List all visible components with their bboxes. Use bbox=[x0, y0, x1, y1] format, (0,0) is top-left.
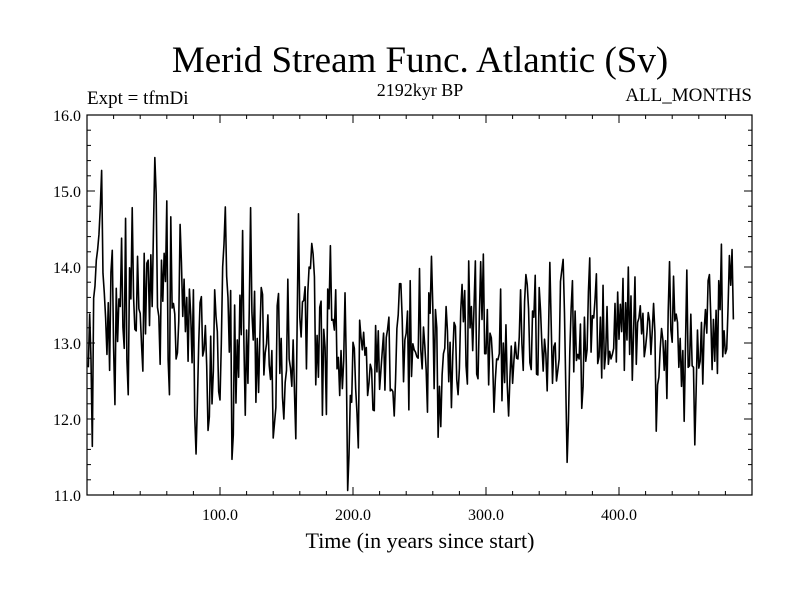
y-tick-label: 14.0 bbox=[53, 260, 81, 277]
x-axis-label: Time (in years since start) bbox=[306, 528, 535, 553]
y-tick-label: 16.0 bbox=[53, 108, 81, 125]
x-tick-label: 200.0 bbox=[335, 507, 371, 524]
x-tick-label: 400.0 bbox=[601, 507, 637, 524]
x-tick-label: 300.0 bbox=[468, 507, 504, 524]
x-tick-label: 100.0 bbox=[202, 507, 238, 524]
chart-title: Merid Stream Func. Atlantic (Sv) bbox=[172, 40, 668, 81]
y-tick-label: 15.0 bbox=[53, 184, 81, 201]
y-tick-label: 12.0 bbox=[53, 412, 81, 429]
experiment-label: Expt = tfmDi bbox=[87, 88, 189, 109]
y-tick-label: 13.0 bbox=[53, 336, 81, 353]
y-tick-label: 11.0 bbox=[54, 488, 81, 505]
subtitle-label: 2192kyr BP bbox=[377, 80, 464, 100]
y-tick-labels: 11.0 12.0 13.0 14.0 15.0 16.0 bbox=[53, 108, 81, 505]
series-line bbox=[87, 156, 735, 492]
months-label: ALL_MONTHS bbox=[625, 85, 752, 106]
x-tick-labels: 100.0 200.0 300.0 400.0 bbox=[202, 507, 637, 524]
plot-frame bbox=[86, 114, 753, 496]
